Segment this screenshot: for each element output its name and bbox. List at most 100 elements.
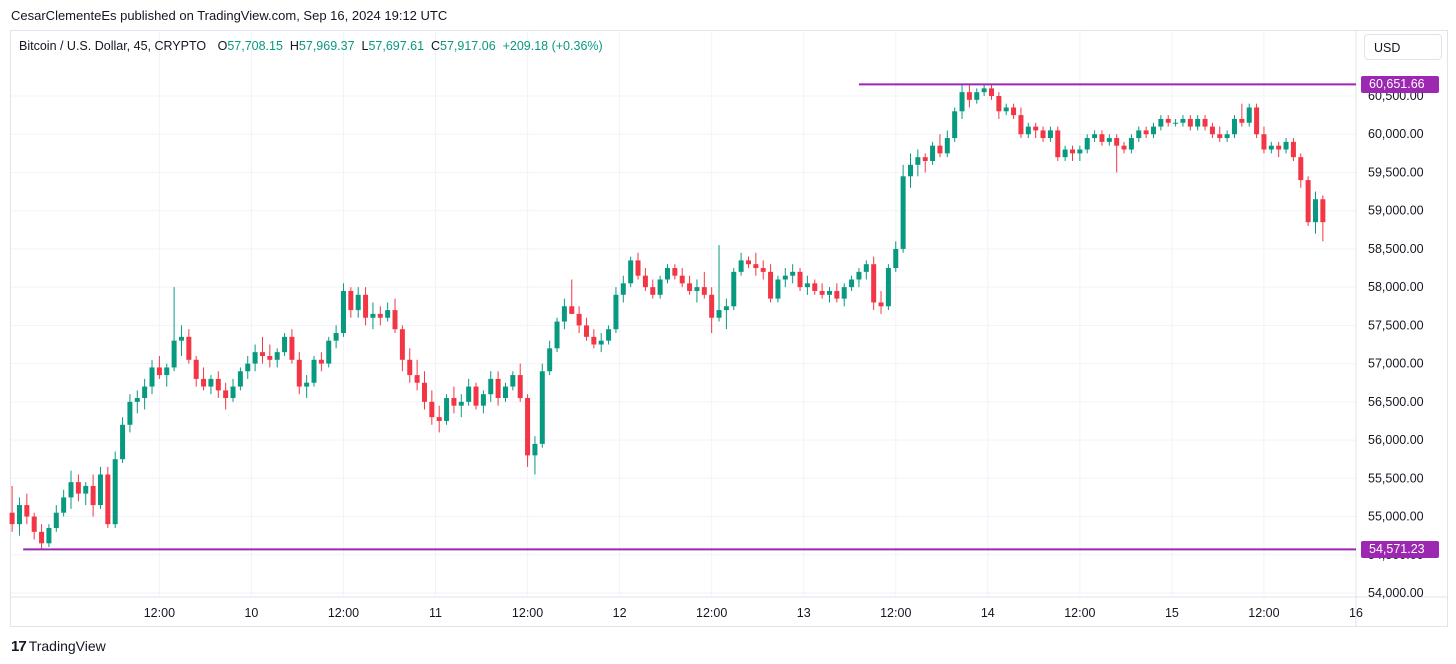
candle-body — [259, 352, 265, 356]
candle-body — [1092, 134, 1098, 139]
candle-body — [944, 138, 950, 154]
candle-body — [966, 92, 972, 100]
candle-body — [974, 92, 980, 100]
candle — [753, 252, 759, 276]
candle-body — [849, 279, 855, 288]
candle — [1106, 134, 1112, 146]
candle-body — [1180, 118, 1186, 123]
time-tick-label: 12:00 — [880, 606, 911, 620]
candle — [1114, 134, 1120, 173]
candle — [613, 287, 619, 334]
candle — [812, 279, 818, 295]
candle-body — [1173, 122, 1179, 124]
candle — [193, 355, 199, 387]
candle — [480, 390, 486, 414]
candle — [1143, 126, 1149, 139]
high-value: 57,969.37 — [298, 39, 355, 53]
candle — [1298, 153, 1304, 188]
candle — [399, 325, 405, 372]
candle-body — [554, 321, 560, 349]
candle — [259, 336, 265, 364]
candle — [981, 84, 987, 96]
candle — [466, 378, 472, 406]
candle-body — [1195, 118, 1201, 127]
candlestick-chart[interactable]: 54,000.0054,500.0055,000.0055,500.0056,0… — [0, 0, 1456, 630]
chart-area[interactable] — [10, 30, 1448, 627]
level-price-label: 54,571.23 — [1361, 540, 1439, 558]
candle-body — [392, 310, 398, 330]
candle — [1165, 115, 1171, 127]
time-axis: 12:00 10 12:00 11 12:00 12 12:00 13 12:00 14 12:00… — [144, 606, 1363, 620]
candle-body — [635, 260, 641, 276]
candle-body — [311, 359, 317, 383]
candle — [1261, 126, 1267, 154]
candle — [893, 241, 899, 272]
candle — [768, 264, 774, 303]
candle-body — [510, 375, 516, 387]
candle-body — [922, 157, 928, 161]
price-axis: 54,000.0054,500.0055,000.0055,500.0056,0… — [1368, 89, 1424, 600]
candle — [1150, 122, 1156, 139]
candle-body — [841, 287, 847, 299]
candle-body — [466, 386, 472, 402]
candle-body — [988, 88, 994, 96]
candle — [142, 378, 148, 410]
tradingview-logo-icon[interactable]: 17 — [11, 637, 27, 655]
candle — [937, 134, 943, 158]
candle-body — [134, 398, 140, 402]
candle — [782, 268, 788, 288]
price-tick-label: 54,000.00 — [1368, 586, 1424, 600]
candle — [1062, 145, 1068, 161]
candle-body — [1217, 134, 1223, 139]
candle — [930, 141, 936, 165]
candle — [672, 264, 678, 280]
candle — [583, 317, 589, 341]
candle — [326, 336, 332, 368]
candle-body — [90, 485, 96, 506]
symbol-name[interactable]: Bitcoin / U.S. Dollar, 45, CRYPTO — [19, 39, 207, 53]
candle — [385, 302, 391, 322]
candle — [819, 283, 825, 299]
candle-body — [701, 287, 707, 295]
candle-body — [569, 306, 575, 314]
time-tick-label: 12:00 — [1064, 606, 1095, 620]
candle — [282, 333, 288, 356]
candle-body — [1099, 134, 1105, 142]
candle — [804, 275, 810, 295]
candle — [120, 417, 126, 464]
candle-body — [937, 145, 943, 154]
candle-body — [421, 382, 427, 402]
candle-body — [304, 382, 310, 387]
candle — [289, 329, 295, 364]
candle-body — [495, 378, 501, 399]
candle — [1128, 134, 1134, 154]
candle-body — [716, 310, 722, 318]
candle — [1121, 141, 1127, 154]
candle — [687, 275, 693, 295]
currency-button[interactable]: USD — [1364, 34, 1442, 60]
candle-body — [775, 279, 781, 299]
candle — [311, 355, 317, 387]
candle-body — [245, 363, 251, 372]
candle-body — [709, 294, 715, 318]
candle-body — [127, 401, 133, 425]
candle-body — [333, 333, 339, 341]
candle — [267, 344, 273, 368]
candle — [539, 363, 545, 448]
candle-body — [1114, 138, 1120, 146]
candle-body — [267, 355, 273, 360]
candle — [849, 275, 855, 291]
candle — [569, 279, 575, 314]
candle-body — [24, 505, 30, 517]
candle-body — [642, 275, 648, 288]
candle-body — [429, 401, 435, 418]
candle — [841, 283, 847, 307]
candle — [628, 256, 634, 288]
candle — [495, 371, 501, 406]
candle-body — [591, 336, 597, 345]
candle — [208, 375, 214, 395]
candle-body — [444, 398, 450, 421]
candle — [709, 287, 715, 334]
candle-body — [628, 260, 634, 284]
candle — [1011, 103, 1017, 119]
